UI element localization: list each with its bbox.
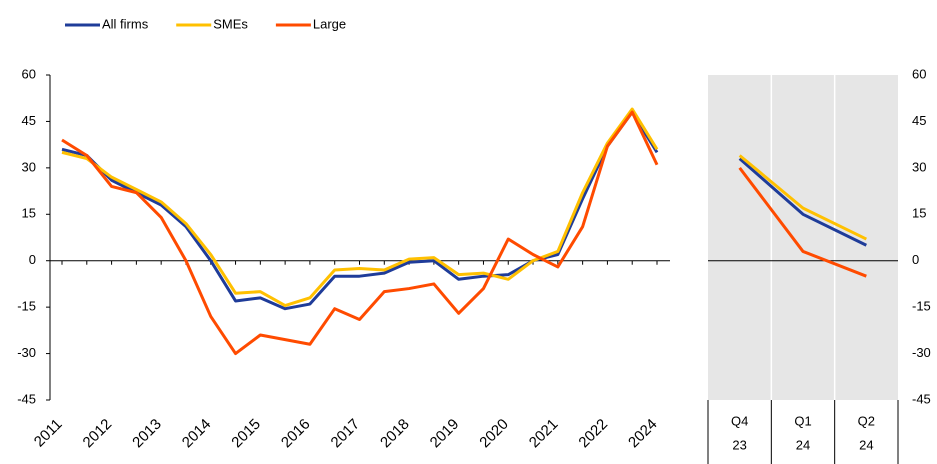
y-tick-label: 45 [912,113,926,128]
x-tick-label: 2017 [328,416,364,452]
x-tick-label: 24 [796,437,810,452]
y-tick-label: -15 [17,299,36,314]
series-line [61,110,659,356]
x-tick-label: 2018 [377,416,413,452]
y-tick-label: 0 [29,252,36,267]
y-tick-label: 60 [22,66,36,81]
x-tick-label: 2019 [427,416,463,452]
x-tick-label: Q1 [794,413,811,428]
x-tick-label: 23 [732,437,746,452]
y-tick-label: 30 [22,159,36,174]
x-tick-label: 2015 [228,416,264,452]
series-line [738,154,867,241]
legend-label: All firms [102,16,149,31]
series-line [738,157,867,247]
x-tick-label: 2012 [80,416,116,452]
series-line [738,166,867,278]
y-tick-label: 60 [912,66,926,81]
y-tick-label: -45 [17,391,36,406]
x-tick-label: 2013 [129,416,165,452]
y-tick-label: -30 [17,345,36,360]
series-line [61,110,659,311]
y-tick-label: 15 [22,206,36,221]
x-tick-label: 2024 [625,416,661,452]
x-tick-label: 2016 [278,416,314,452]
legend-label: SMEs [213,16,248,31]
x-tick-label: 24 [859,437,873,452]
x-tick-label: 2014 [179,416,215,452]
legend-label: Large [313,16,346,31]
x-tick-label: 2020 [476,416,512,452]
x-tick-label: Q4 [731,413,748,428]
y-tick-label: -30 [912,345,931,360]
series-line [61,107,659,308]
x-tick-label: 2011 [31,416,66,451]
x-tick-label: 2022 [575,416,611,452]
x-tick-label: 2021 [526,416,562,452]
y-tick-label: -45 [912,391,931,406]
panel-background [708,75,898,400]
y-tick-label: 45 [22,113,36,128]
x-tick-label: Q2 [858,413,875,428]
y-tick-label: 0 [912,252,919,267]
y-tick-label: 30 [912,159,926,174]
y-tick-label: 15 [912,206,926,221]
y-tick-label: -15 [912,299,931,314]
